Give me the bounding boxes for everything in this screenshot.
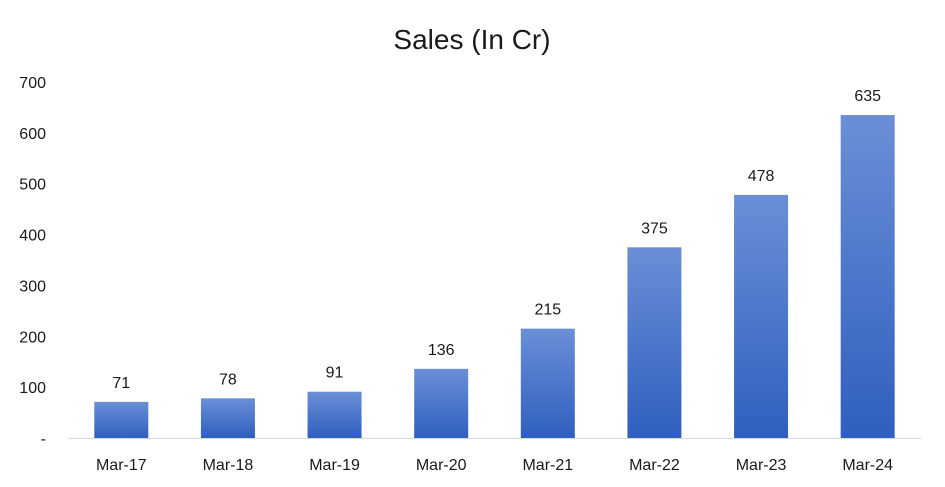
data-labels-group: 71 78 91 136 215 375 478 635 bbox=[112, 88, 881, 392]
x-category-label: Mar-21 bbox=[522, 457, 573, 474]
data-label: 215 bbox=[534, 302, 561, 319]
bar-mar-19 bbox=[307, 391, 362, 438]
bar-mar-23 bbox=[734, 194, 789, 438]
bar-mar-17 bbox=[94, 401, 149, 438]
data-label: 78 bbox=[219, 371, 237, 388]
y-tick-label: 600 bbox=[19, 126, 46, 143]
x-category-label: Mar-17 bbox=[96, 457, 147, 474]
bar-mar-18 bbox=[200, 398, 255, 438]
x-category-label: Mar-19 bbox=[309, 457, 360, 474]
x-category-label: Mar-22 bbox=[629, 457, 680, 474]
data-label: 375 bbox=[641, 220, 668, 237]
x-category-label: Mar-20 bbox=[416, 457, 467, 474]
y-axis-ticks: - 100 200 300 400 500 600 700 bbox=[19, 75, 46, 448]
bar-mar-22 bbox=[627, 247, 682, 438]
bar-mar-21 bbox=[520, 328, 575, 438]
data-label: 136 bbox=[428, 342, 455, 359]
data-label: 478 bbox=[748, 168, 775, 185]
y-tick-label: 500 bbox=[19, 177, 46, 194]
x-category-label: Mar-18 bbox=[203, 457, 254, 474]
y-tick-label: - bbox=[41, 431, 46, 448]
y-tick-label: 300 bbox=[19, 278, 46, 295]
y-tick-label: 200 bbox=[19, 329, 46, 346]
bar-mar-20 bbox=[414, 368, 469, 438]
data-label: 635 bbox=[854, 88, 881, 105]
y-tick-label: 700 bbox=[19, 75, 46, 92]
x-axis-categories: Mar-17 Mar-18 Mar-19 Mar-20 Mar-21 Mar-22 Mar-… bbox=[96, 457, 893, 474]
chart-title: Sales (In Cr) bbox=[393, 24, 550, 55]
y-tick-label: 100 bbox=[19, 380, 46, 397]
x-category-label: Mar-24 bbox=[842, 457, 893, 474]
y-tick-label: 400 bbox=[19, 228, 46, 245]
x-category-label: Mar-23 bbox=[736, 457, 787, 474]
bar-mar-24 bbox=[840, 115, 895, 439]
data-label: 91 bbox=[326, 365, 344, 382]
bars-group bbox=[94, 115, 895, 439]
data-label: 71 bbox=[112, 375, 130, 392]
